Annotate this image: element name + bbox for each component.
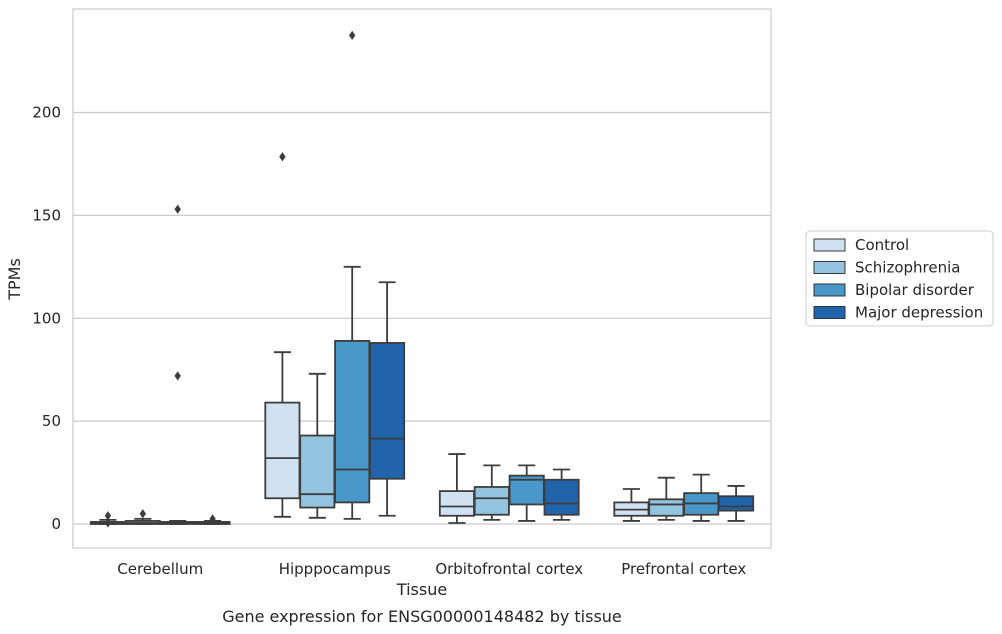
x-axis-label: Tissue <box>396 580 447 599</box>
box <box>543 468 580 521</box>
y-tick-label: 50 <box>42 412 61 430</box>
y-tick-labels: 0 50 100 150 200 <box>32 104 61 534</box>
outlier-point <box>139 509 146 519</box>
box-body <box>299 434 336 509</box>
outlier-point <box>104 518 112 528</box>
box <box>264 152 301 518</box>
y-tick-label: 200 <box>32 104 61 122</box>
box <box>369 281 406 517</box>
box-layer <box>89 30 755 528</box>
x-tick-labels: Cerebellum Hipppocampus Orbitofrontal cort… <box>117 560 746 578</box>
chart-caption: Gene expression for ENSG00000148482 by t… <box>222 607 622 626</box>
outlier-point <box>174 371 181 381</box>
box <box>648 476 685 521</box>
grid-lines <box>73 111 771 525</box>
legend-frame <box>805 230 994 327</box>
x-tick-label: Hipppocampus <box>279 560 391 578</box>
box-body <box>264 401 301 500</box>
y-axis-label: TPMs <box>5 258 24 301</box>
y-tick-label: 100 <box>32 309 61 327</box>
box-body <box>648 498 685 517</box>
box-body <box>543 478 580 516</box>
legend-swatch <box>813 238 846 252</box>
legend-label: Control <box>855 236 909 254</box>
y-tick-label: 0 <box>51 515 61 533</box>
x-tick-label: Orbitofrontal cortex <box>435 560 583 578</box>
box-body <box>718 495 755 512</box>
outlier-point <box>209 514 216 524</box>
outlier-point <box>279 152 286 162</box>
legend-entry: Major depression <box>813 304 983 322</box>
box-body <box>473 486 510 516</box>
box <box>613 488 650 522</box>
plot-area <box>72 8 772 549</box>
box-body <box>369 342 406 480</box>
outlier-point <box>174 204 181 214</box>
legend: Control Schizophrenia Bipolar disorder Majo… <box>805 230 994 327</box>
box-body <box>438 490 475 517</box>
legend-label: Bipolar disorder <box>855 281 975 299</box>
box <box>438 453 475 524</box>
legend-label: Schizophrenia <box>855 259 960 277</box>
box-body <box>334 339 371 504</box>
legend-entry: Schizophrenia <box>813 259 960 277</box>
outlier-point <box>104 511 112 521</box>
legend-swatch <box>813 261 846 274</box>
outlier-point <box>349 30 356 40</box>
legend-entry: Control <box>813 236 909 254</box>
legend-entry: Bipolar disorder <box>813 281 975 299</box>
box <box>194 514 231 525</box>
y-tick-label: 150 <box>32 206 61 224</box>
x-tick-label: Cerebellum <box>117 560 203 578</box>
legend-swatch <box>813 283 846 297</box>
box <box>473 464 510 521</box>
box <box>718 485 755 522</box>
x-tick-label: Prefrontal cortex <box>621 560 746 578</box>
legend-swatch <box>813 306 846 319</box>
legend-label: Major depression <box>855 304 983 322</box>
